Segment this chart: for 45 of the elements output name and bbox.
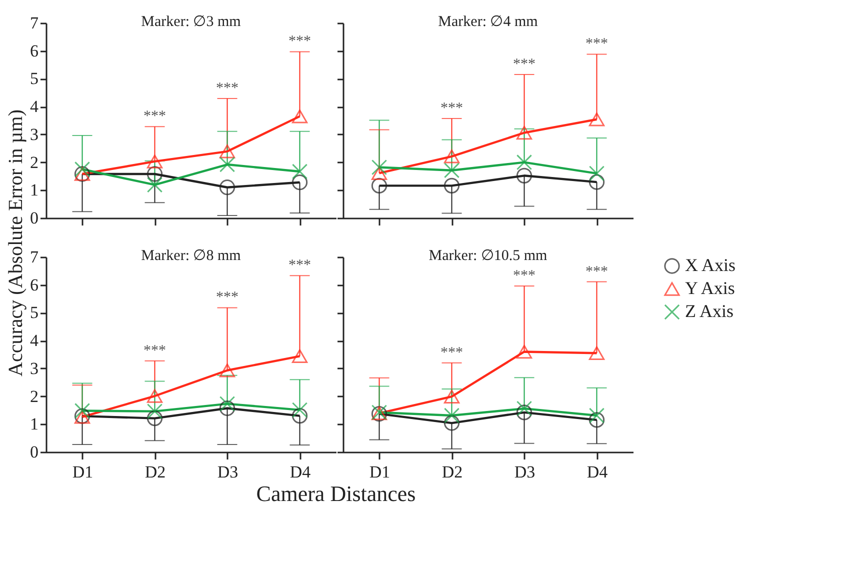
legend-label: Z Axis [685,301,734,321]
chart-title: Marker: ∅8 mm [141,248,242,264]
x-tick-label: D3 [514,462,536,482]
legend-label: Y Axis [685,278,735,298]
y-tick-label: 2 [30,152,38,172]
annotation: *** [144,342,166,359]
y-tick-label: 3 [30,358,38,378]
x-tick-label: D1 [369,462,390,482]
annotation: *** [513,56,536,73]
chart-title: Marker: ∅3 mm [141,14,242,30]
y-tick-label: 4 [30,97,39,116]
legend-label: X Axis [685,255,736,275]
x-tick-label: D1 [72,462,94,482]
annotation: *** [586,264,608,280]
annotation: *** [440,100,463,117]
y-tick-label: 7 [30,248,39,266]
annotation: *** [288,34,311,50]
x-tick-label: D4 [586,462,608,482]
x-axis-title: Camera Distances [256,481,416,506]
annotation: *** [513,268,536,284]
annotation: *** [144,108,166,125]
x-tick-label: D3 [217,462,238,482]
y-tick-label: 6 [30,41,38,60]
annotation: *** [586,36,608,52]
annotation: *** [288,258,311,274]
y-tick-label: 2 [30,386,38,406]
y-tick-label: 7 [30,14,39,32]
y-tick-label: 6 [30,275,38,294]
chart-title: Marker: ∅4 mm [438,14,538,30]
x-tick-label: D4 [290,462,312,482]
y-tick-label: 3 [30,124,38,144]
x-tick-label: D2 [144,462,166,482]
annotation: *** [216,80,238,96]
x-tick-label: D2 [442,462,463,482]
y-tick-label: 5 [30,69,38,88]
annotation: *** [440,344,463,361]
y-tick-label: 0 [30,442,38,462]
y-tick-label: 1 [30,180,38,200]
chart-title: Marker: ∅10.5 mm [428,248,548,264]
y-axis-title: Accuracy (Absolute Error in µm) [5,110,27,376]
annotation: *** [216,290,238,306]
y-tick-label: 4 [30,331,39,350]
y-tick-label: 1 [30,414,38,434]
y-tick-label: 0 [30,208,38,228]
y-tick-label: 5 [30,303,38,322]
